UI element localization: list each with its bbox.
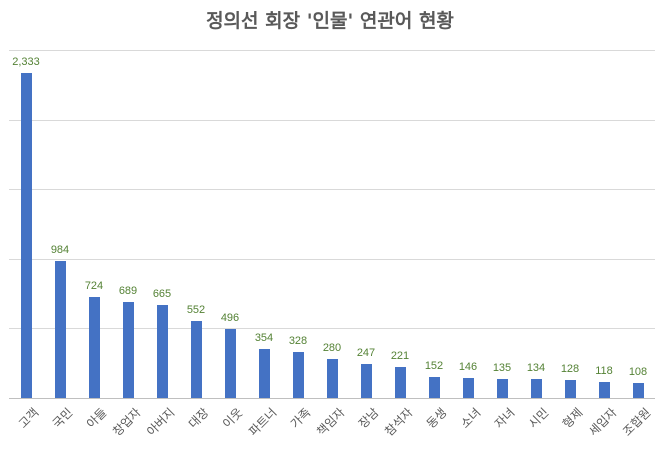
- category-label: 국민: [49, 405, 76, 431]
- data-label: 496: [220, 311, 240, 324]
- bar: [190, 321, 202, 398]
- category-label: 형제: [559, 405, 586, 431]
- category-label: 아버지: [144, 405, 178, 439]
- data-label: 247: [356, 346, 376, 359]
- category-label: 대장: [185, 405, 212, 431]
- category-label: 가족: [287, 405, 314, 431]
- category-label: 세입자: [586, 405, 620, 439]
- data-label: 328: [288, 335, 308, 348]
- bar: [360, 363, 372, 398]
- bar: [496, 379, 508, 398]
- data-label: 280: [322, 342, 342, 355]
- category-label: 참석자: [382, 405, 416, 439]
- bar: [632, 382, 644, 398]
- bar: [394, 367, 406, 398]
- bar: [564, 380, 576, 398]
- category-label: 창업자: [110, 405, 144, 439]
- bar: [88, 297, 100, 398]
- data-label: 354: [254, 331, 274, 344]
- gridline: [9, 258, 655, 260]
- category-label: 자녀: [491, 405, 518, 431]
- data-label: 2,333: [12, 56, 40, 69]
- plot-area: 2,333 984 724 689 665 552 496 354 328 280 247 221 15…: [9, 50, 655, 399]
- bar: [224, 328, 236, 398]
- data-label: 108: [628, 365, 648, 378]
- data-label: 152: [424, 359, 444, 372]
- category-label: 파트너: [246, 405, 280, 439]
- bar: [122, 302, 134, 398]
- category-label: 고객: [15, 405, 42, 431]
- bar: [462, 377, 474, 398]
- data-label: 146: [458, 360, 478, 373]
- category-label: 책임자: [314, 405, 348, 439]
- bar: [292, 352, 304, 398]
- bar: [20, 73, 32, 398]
- bar: [258, 348, 270, 398]
- bar: [156, 305, 168, 398]
- bar: [54, 261, 66, 398]
- data-label: 552: [186, 304, 206, 317]
- category-label: 아들: [83, 405, 110, 431]
- category-label: 시민: [525, 405, 552, 431]
- data-label: 134: [526, 362, 546, 375]
- data-label: 984: [50, 244, 70, 257]
- x-axis-line: [9, 398, 655, 399]
- data-label: 724: [84, 280, 104, 293]
- data-label: 128: [560, 363, 580, 376]
- bar: [598, 381, 610, 398]
- chart-title: 정의선 회장 '인물' 연관어 현황: [206, 10, 454, 32]
- data-label: 689: [118, 285, 138, 298]
- bar: [428, 376, 440, 398]
- category-label: 동생: [423, 405, 450, 431]
- data-label: 118: [595, 364, 613, 377]
- category-label: 조합원: [620, 405, 654, 439]
- gridline: [9, 189, 655, 191]
- data-label: 665: [152, 288, 172, 301]
- category-label: 이웃: [219, 405, 246, 431]
- data-label: 135: [492, 362, 512, 375]
- bar: [326, 359, 338, 398]
- category-label: 장남: [355, 405, 382, 431]
- gridline: [9, 119, 655, 121]
- gridline: [9, 50, 655, 51]
- category-label: 소녀: [457, 405, 484, 431]
- bar: [530, 379, 542, 398]
- data-label: 221: [390, 350, 410, 363]
- gridline: [9, 328, 655, 330]
